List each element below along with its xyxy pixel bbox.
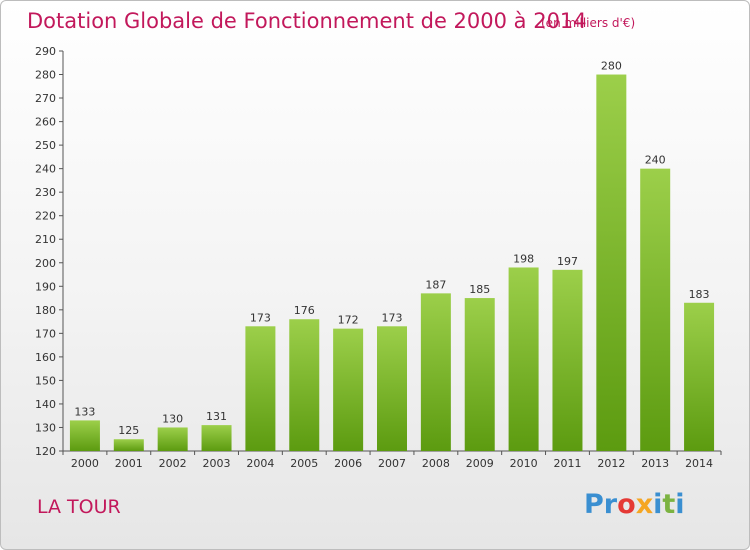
x-tick-label: 2005 — [290, 457, 318, 470]
data-label-2001: 125 — [118, 424, 139, 437]
logo-letter: t — [662, 489, 676, 520]
logo-letter: o — [617, 489, 636, 520]
x-tick-label: 2014 — [685, 457, 713, 470]
data-label-2009: 185 — [469, 283, 490, 296]
y-tick-label: 170 — [35, 327, 56, 340]
logo-letter: i — [653, 489, 663, 520]
bar-2013 — [640, 168, 671, 451]
y-tick-label: 200 — [35, 257, 56, 270]
bar-2001 — [113, 439, 144, 451]
x-tick-label: 2003 — [203, 457, 231, 470]
logo-letter: x — [635, 489, 654, 520]
x-tick-label: 2008 — [422, 457, 450, 470]
bar-2007 — [377, 326, 407, 451]
data-label-2014: 183 — [689, 288, 710, 301]
y-tick-label: 160 — [35, 351, 56, 364]
x-tick-label: 2007 — [378, 457, 406, 470]
x-tick-label: 2000 — [71, 457, 99, 470]
y-tick-label: 120 — [35, 445, 56, 458]
bar-2003 — [201, 425, 232, 451]
x-tick-label: 2010 — [510, 457, 538, 470]
y-tick-label: 130 — [35, 421, 56, 434]
x-tick-label: 2006 — [334, 457, 362, 470]
y-tick-label: 280 — [35, 69, 56, 82]
bar-2010 — [508, 267, 539, 451]
y-tick-label: 140 — [35, 398, 56, 411]
logo-letter: i — [675, 489, 685, 520]
x-tick-label: 2001 — [115, 457, 143, 470]
y-tick-label: 290 — [35, 45, 56, 58]
bar-2004 — [245, 326, 276, 451]
bar-2002 — [157, 427, 188, 451]
bar-2006 — [333, 328, 364, 451]
x-tick-label: 2012 — [597, 457, 625, 470]
logo-letter: P — [584, 489, 604, 520]
proxiti-logo: Proxiti — [584, 489, 685, 520]
data-label-2002: 130 — [162, 412, 183, 425]
logo-letter: r — [603, 489, 618, 520]
x-tick-label: 2002 — [159, 457, 187, 470]
x-tick-label: 2013 — [641, 457, 669, 470]
y-tick-label: 180 — [35, 304, 56, 317]
commune-name: LA TOUR — [37, 496, 121, 518]
y-tick-label: 260 — [35, 116, 56, 129]
data-label-2012: 280 — [601, 60, 622, 73]
x-tick-label: 2011 — [553, 457, 581, 470]
y-tick-label: 240 — [35, 163, 56, 176]
y-tick-label: 230 — [35, 186, 56, 199]
data-label-2013: 240 — [645, 154, 666, 167]
y-tick-label: 190 — [35, 280, 56, 293]
data-label-2004: 173 — [250, 311, 271, 324]
bar-2014 — [684, 302, 715, 451]
bar-2011 — [552, 269, 583, 451]
data-label-2007: 173 — [382, 311, 403, 324]
data-label-2008: 187 — [425, 278, 446, 291]
y-tick-label: 210 — [35, 233, 56, 246]
data-label-2006: 172 — [338, 314, 359, 327]
y-tick-label: 270 — [35, 92, 56, 105]
bar-2008 — [420, 293, 451, 451]
chart-title: Dotation Globale de Fonctionnement de 20… — [27, 9, 587, 33]
y-tick-label: 150 — [35, 374, 56, 387]
data-label-2005: 176 — [294, 304, 315, 317]
data-label-2000: 133 — [74, 405, 95, 418]
bar-2009 — [464, 298, 495, 451]
data-label-2003: 131 — [206, 410, 227, 423]
data-label-2011: 197 — [557, 255, 578, 268]
bar-2005 — [289, 319, 320, 451]
x-tick-label: 2009 — [466, 457, 494, 470]
chart-unit: (en milliers d'€) — [541, 16, 636, 30]
x-tick-label: 2004 — [246, 457, 274, 470]
bar-2012 — [596, 74, 627, 451]
y-tick-label: 250 — [35, 139, 56, 152]
data-label-2010: 198 — [513, 252, 534, 265]
bar-2000 — [69, 420, 100, 451]
y-tick-label: 220 — [35, 210, 56, 223]
